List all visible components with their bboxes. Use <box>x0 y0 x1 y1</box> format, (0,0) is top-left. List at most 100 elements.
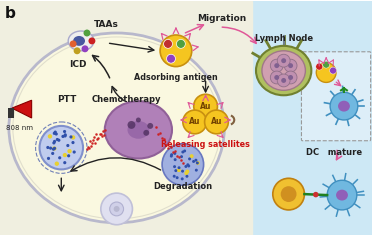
Circle shape <box>284 71 297 84</box>
Circle shape <box>147 123 153 129</box>
Circle shape <box>64 134 67 138</box>
Circle shape <box>167 54 176 63</box>
Circle shape <box>330 67 337 74</box>
Circle shape <box>181 151 184 153</box>
Circle shape <box>327 180 357 210</box>
Circle shape <box>49 147 52 150</box>
Circle shape <box>160 35 192 67</box>
Circle shape <box>192 160 195 163</box>
Polygon shape <box>12 100 32 118</box>
Circle shape <box>270 71 283 84</box>
Text: Migration: Migration <box>197 14 246 23</box>
Circle shape <box>281 58 286 63</box>
Circle shape <box>177 168 181 172</box>
Circle shape <box>173 175 176 178</box>
Circle shape <box>52 148 55 151</box>
Circle shape <box>181 177 184 180</box>
Circle shape <box>330 92 358 120</box>
Circle shape <box>53 140 56 143</box>
Circle shape <box>61 135 65 138</box>
Circle shape <box>185 169 189 173</box>
Circle shape <box>70 40 77 47</box>
Circle shape <box>53 132 56 135</box>
Circle shape <box>66 144 70 147</box>
Circle shape <box>101 193 132 225</box>
Circle shape <box>127 121 135 129</box>
Ellipse shape <box>336 190 348 201</box>
Circle shape <box>196 161 200 165</box>
Circle shape <box>73 151 76 154</box>
Ellipse shape <box>338 101 350 112</box>
Circle shape <box>170 153 173 156</box>
Circle shape <box>176 39 185 48</box>
Circle shape <box>176 176 179 179</box>
Circle shape <box>177 166 180 169</box>
Circle shape <box>173 165 176 168</box>
Text: b: b <box>5 6 16 21</box>
Circle shape <box>288 63 293 68</box>
Circle shape <box>316 63 336 82</box>
FancyBboxPatch shape <box>302 52 371 141</box>
Circle shape <box>136 118 141 122</box>
Text: Adsorbing antigen: Adsorbing antigen <box>134 72 218 81</box>
Circle shape <box>273 178 305 210</box>
Text: PTT: PTT <box>58 95 77 104</box>
Circle shape <box>205 110 228 134</box>
Circle shape <box>288 75 293 80</box>
Text: Lymph Node: Lymph Node <box>255 34 313 43</box>
Circle shape <box>63 161 66 164</box>
Circle shape <box>53 147 56 150</box>
Ellipse shape <box>68 31 94 51</box>
Circle shape <box>64 133 67 136</box>
Circle shape <box>70 135 73 139</box>
Ellipse shape <box>105 101 172 159</box>
Circle shape <box>48 134 52 139</box>
Circle shape <box>284 59 297 72</box>
Circle shape <box>274 63 279 68</box>
Circle shape <box>281 78 286 83</box>
Circle shape <box>52 141 56 144</box>
Circle shape <box>55 132 58 135</box>
Circle shape <box>323 61 330 68</box>
Circle shape <box>186 163 189 166</box>
Circle shape <box>274 75 279 80</box>
Circle shape <box>71 141 74 144</box>
Circle shape <box>164 39 173 48</box>
Circle shape <box>187 164 190 168</box>
Circle shape <box>143 130 149 136</box>
Circle shape <box>173 152 176 155</box>
Circle shape <box>194 94 217 118</box>
Ellipse shape <box>127 121 149 139</box>
Circle shape <box>82 45 88 52</box>
Circle shape <box>270 59 283 72</box>
Circle shape <box>39 126 83 169</box>
Circle shape <box>83 30 91 36</box>
Circle shape <box>183 149 186 152</box>
Circle shape <box>170 155 173 158</box>
Circle shape <box>110 202 124 216</box>
Ellipse shape <box>73 36 85 46</box>
Circle shape <box>88 38 96 44</box>
Circle shape <box>162 144 204 185</box>
Circle shape <box>194 159 197 162</box>
Circle shape <box>185 175 188 178</box>
Circle shape <box>277 54 290 67</box>
Circle shape <box>184 171 188 175</box>
Circle shape <box>63 130 66 133</box>
Circle shape <box>54 131 57 134</box>
Circle shape <box>196 161 199 164</box>
Text: Degradation: Degradation <box>153 182 212 191</box>
Circle shape <box>184 165 187 168</box>
Circle shape <box>114 206 120 212</box>
Circle shape <box>71 135 75 139</box>
Circle shape <box>188 157 191 160</box>
Bar <box>0 1 252 235</box>
Circle shape <box>67 149 72 153</box>
Circle shape <box>55 161 59 166</box>
Text: TAAs: TAAs <box>94 20 119 29</box>
Circle shape <box>51 152 54 155</box>
Ellipse shape <box>256 46 311 95</box>
Text: DC   mature: DC mature <box>306 148 362 157</box>
Circle shape <box>46 146 49 149</box>
Circle shape <box>56 138 59 141</box>
